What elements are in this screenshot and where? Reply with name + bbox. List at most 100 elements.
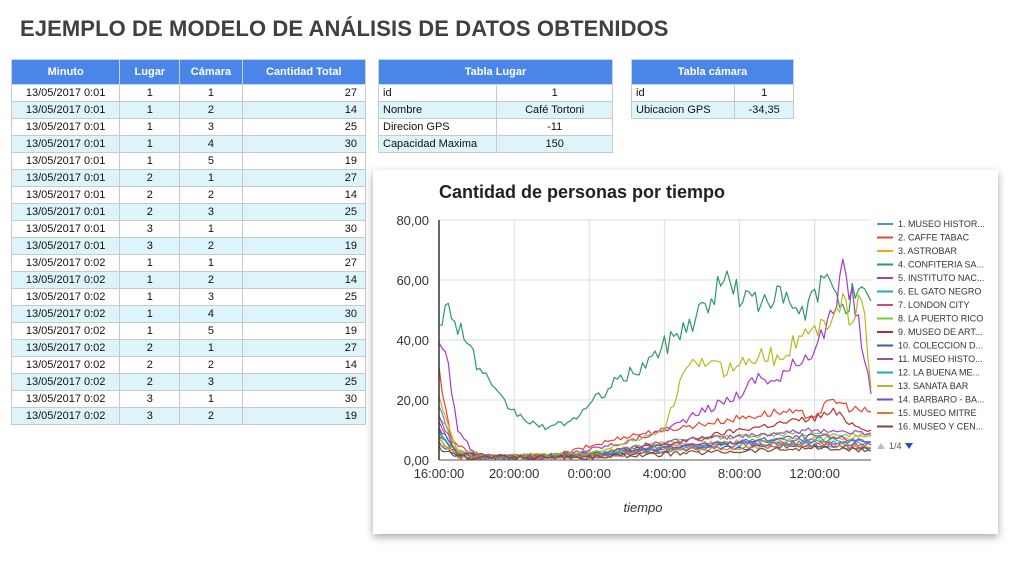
- table-cell-camara: 5: [179, 322, 243, 340]
- camara-table-header: Tabla cámara: [631, 59, 794, 85]
- field-value: -34,35: [734, 101, 794, 119]
- field-value: -11: [496, 118, 613, 136]
- table-cell-minuto: 13/05/2017 0:01: [10, 152, 121, 170]
- table-cell-camara: 2: [179, 356, 243, 374]
- table-cell-minuto: 13/05/2017 0:01: [10, 186, 121, 204]
- table-cell-camara: 1: [179, 390, 243, 408]
- legend-item-label: 5. INSTITUTO NAC...: [898, 273, 984, 283]
- table-row: 13/05/2017 0:01 1 5 19: [10, 152, 367, 170]
- field-label: Direcion GPS: [377, 118, 498, 136]
- y-tick-label: 0,00: [404, 453, 429, 468]
- column-header-camara: Cámara: [179, 59, 243, 85]
- field-label: id: [377, 84, 498, 102]
- table-cell-camara: 5: [179, 152, 243, 170]
- legend-item-label: 14. BARBARO - BA...: [898, 395, 985, 405]
- series-line: [438, 293, 872, 459]
- table-cell-lugar: 1: [119, 271, 181, 289]
- table-row: Ubicacion GPS -34,35: [630, 101, 794, 119]
- table-row: Capacidad Maxima 150: [377, 135, 613, 153]
- table-row: 13/05/2017 0:02 1 2 14: [10, 271, 367, 289]
- table-cell-cantidad-total: 19: [241, 407, 367, 425]
- table-cell-minuto: 13/05/2017 0:01: [10, 169, 121, 187]
- x-tick-label: 20:00:00: [489, 466, 540, 481]
- table-cell-lugar: 1: [119, 135, 181, 153]
- table-cell-minuto: 13/05/2017 0:01: [10, 203, 121, 221]
- table-cell-minuto: 13/05/2017 0:01: [10, 118, 121, 136]
- table-cell-lugar: 2: [119, 203, 181, 221]
- field-value: Café Tortoni: [496, 101, 613, 119]
- y-tick-label: 80,00: [396, 213, 429, 228]
- table-cell-cantidad-total: 19: [241, 237, 367, 255]
- table-cell-lugar: 1: [119, 322, 181, 340]
- field-label: Ubicacion GPS: [630, 101, 736, 119]
- table-row: 13/05/2017 0:01 1 4 30: [10, 135, 367, 153]
- table-row: id 1: [377, 84, 613, 102]
- table-cell-cantidad-total: 19: [241, 322, 367, 340]
- table-cell-lugar: 3: [119, 237, 181, 255]
- table-row: 13/05/2017 0:01 1 2 14: [10, 101, 367, 119]
- table-row: 13/05/2017 0:02 1 3 25: [10, 288, 367, 306]
- column-header-lugar: Lugar: [119, 59, 181, 85]
- legend-item-label: 6. EL GATO NEGRO: [898, 287, 981, 297]
- table-cell-cantidad-total: 14: [241, 186, 367, 204]
- line-chart-card: Cantidad de personas por tiempo 0,00 20,0…: [373, 170, 998, 534]
- field-label: Nombre: [377, 101, 498, 119]
- table-cell-camara: 4: [179, 305, 243, 323]
- table-row: 13/05/2017 0:02 2 2 14: [10, 356, 367, 374]
- table-cell-cantidad-total: 30: [241, 220, 367, 238]
- table-row: 13/05/2017 0:01 1 1 27: [10, 84, 367, 102]
- table-cell-lugar: 3: [119, 220, 181, 238]
- legend-item-label: 15. MUSEO MITRE: [898, 408, 977, 418]
- table-cell-camara: 3: [179, 118, 243, 136]
- x-tick-label: 8:00:00: [718, 466, 761, 481]
- legend-item-label: 7. LONDON CITY: [898, 300, 970, 310]
- table-cell-minuto: 13/05/2017 0:01: [10, 135, 121, 153]
- table-row: 13/05/2017 0:01 3 2 19: [10, 237, 367, 255]
- table-row: 13/05/2017 0:01 2 2 14: [10, 186, 367, 204]
- table-cell-minuto: 13/05/2017 0:02: [10, 373, 121, 391]
- table-row: 13/05/2017 0:01 2 3 25: [10, 203, 367, 221]
- chart-grid: [438, 219, 871, 461]
- table-cell-lugar: 2: [119, 373, 181, 391]
- table-cell-minuto: 13/05/2017 0:01: [10, 237, 121, 255]
- table-cell-camara: 2: [179, 407, 243, 425]
- legend-page-indicator: 1/4: [889, 441, 902, 451]
- lugar-table: Tabla Lugar id 1 Nombre Café Tortoni Direcio…: [377, 59, 613, 153]
- table-cell-lugar: 2: [119, 339, 181, 357]
- table-cell-minuto: 13/05/2017 0:01: [10, 84, 121, 102]
- data-table-header-row: Minuto Lugar Cámara Cantidad Total: [10, 59, 367, 85]
- table-cell-camara: 2: [179, 101, 243, 119]
- legend-item-label: 8. LA PUERTO RICO: [898, 314, 983, 324]
- table-cell-camara: 3: [179, 373, 243, 391]
- y-tick-label: 20,00: [396, 393, 429, 408]
- table-cell-cantidad-total: 30: [241, 390, 367, 408]
- chart-title: Cantidad de personas por tiempo: [439, 182, 725, 202]
- legend-item-label: 1. MUSEO HISTOR...: [898, 219, 985, 229]
- table-cell-lugar: 1: [119, 288, 181, 306]
- table-cell-camara: 1: [179, 84, 243, 102]
- legend-item-label: 9. MUSEO DE ART...: [898, 327, 982, 337]
- series-line: [438, 438, 872, 460]
- table-cell-cantidad-total: 25: [241, 118, 367, 136]
- y-tick-label: 60,00: [396, 273, 429, 288]
- table-row: 13/05/2017 0:01 2 1 27: [10, 169, 367, 187]
- table-cell-minuto: 13/05/2017 0:02: [10, 271, 121, 289]
- series-line: [438, 270, 872, 431]
- legend-item-label: 11. MUSEO HISTO...: [898, 354, 983, 364]
- table-cell-minuto: 13/05/2017 0:02: [10, 322, 121, 340]
- legend-item-label: 2. CAFFE TABAC: [898, 233, 970, 243]
- table-cell-minuto: 13/05/2017 0:02: [10, 305, 121, 323]
- table-cell-camara: 2: [179, 186, 243, 204]
- table-cell-camara: 3: [179, 203, 243, 221]
- table-cell-minuto: 13/05/2017 0:02: [10, 356, 121, 374]
- table-cell-minuto: 13/05/2017 0:01: [10, 101, 121, 119]
- x-tick-label: 4:00:00: [643, 466, 686, 481]
- table-cell-lugar: 1: [119, 152, 181, 170]
- table-row: 13/05/2017 0:02 3 1 30: [10, 390, 367, 408]
- legend-prev-arrow-icon[interactable]: [877, 443, 885, 449]
- chart-axes: 0,00 20,00 40,00 60,00 80,00 16:00:00 20:00:00…: [396, 213, 871, 481]
- table-row: id 1: [630, 84, 794, 102]
- x-tick-label: 12:00:00: [789, 466, 840, 481]
- legend-next-arrow-icon[interactable]: [905, 443, 913, 449]
- table-cell-camara: 1: [179, 339, 243, 357]
